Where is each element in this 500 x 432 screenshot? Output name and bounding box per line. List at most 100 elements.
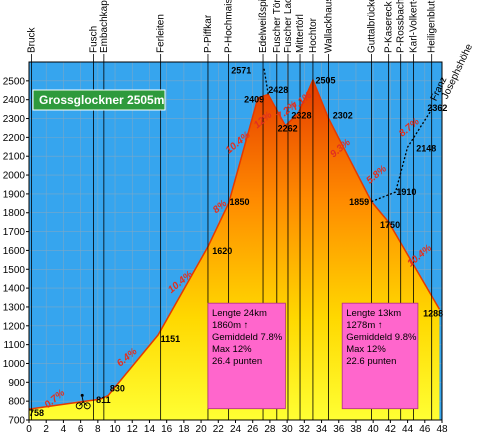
x-tick-label: 28 (264, 424, 276, 432)
cyclist-wheel (75, 402, 83, 410)
x-tick-label: 36 (333, 424, 345, 432)
y-tick-label: 1200 (3, 321, 26, 332)
y-tick-label: 1900 (3, 189, 26, 200)
x-tick-label: 24 (230, 424, 242, 432)
franz-josephshohe-label: Josephshöhe (440, 42, 475, 101)
y-tick-label: 2400 (3, 95, 26, 106)
x-tick-label: 22 (213, 424, 225, 432)
cyclist-icon (75, 393, 91, 410)
place-label: Edelweißspitze (258, 0, 269, 53)
x-tick-label: 6 (78, 424, 84, 432)
place-label: Fuscher Lacke (283, 0, 294, 53)
info-box-line: Max 12% (212, 344, 252, 355)
place-label: Guttalbrücke (366, 0, 377, 53)
axes: 700 800 900 1000 1100 1200 1300 1400 1500 1600 170… (3, 76, 448, 432)
place-label: Bruck (27, 26, 38, 53)
elevation-label: 1750 (380, 220, 400, 230)
x-tick-label: 34 (316, 424, 328, 432)
x-tick-label: 4 (61, 424, 67, 432)
x-tick-label: 30 (282, 424, 294, 432)
elevation-label: 2148 (416, 144, 436, 154)
elevation-label: 2362 (427, 103, 447, 113)
x-tick-label: 16 (161, 424, 173, 432)
title-box (32, 89, 166, 111)
y-tick-label: 2000 (3, 171, 26, 182)
profile-line (28, 77, 441, 410)
place-label: P-Hochmais (224, 0, 235, 53)
y-tick-label: 2500 (3, 76, 26, 87)
y-tick-label: 1800 (3, 208, 26, 219)
place-label: P-Kasereck (384, 0, 395, 53)
y-tick-label: 1500 (3, 265, 26, 276)
y-tick-label: 2300 (3, 114, 26, 125)
x-tick-label: 2 (43, 424, 49, 432)
place-label: Fuscher Törl (272, 0, 283, 53)
place-label: P-Piffkar (203, 14, 214, 53)
elevation-label: 1151 (161, 334, 181, 344)
x-tick-label: 18 (178, 424, 190, 432)
place-label: Fusch (89, 26, 100, 53)
info-box-line: 22.6 punten (346, 356, 396, 367)
chart-title-group: Grossglockner 2505m (32, 89, 166, 111)
elevation-label: 2328 (291, 111, 311, 121)
x-tick-label: 14 (144, 424, 156, 432)
y-tick-label: 1100 (3, 340, 25, 351)
y-tick-label: 2100 (3, 152, 26, 163)
x-tick-label: 0 (26, 424, 32, 432)
elevation-label: 2262 (278, 124, 298, 134)
x-tick-label: 10 (109, 424, 121, 432)
elevation-label: 2409 (244, 95, 264, 105)
elevation-label: 1850 (229, 197, 249, 207)
place-label: Wallackhaus (323, 0, 334, 53)
elevation-label: 811 (96, 395, 111, 405)
elevation-label: 758 (29, 408, 44, 418)
x-tick-label: 42 (385, 424, 397, 432)
x-tick-label: 48 (436, 424, 448, 432)
info-box-line: 26.4 punten (212, 356, 262, 367)
y-tick-label: 1300 (3, 302, 26, 313)
info-box-line: Gemiddeld 9.8% (346, 332, 417, 343)
x-tick-label: 20 (196, 424, 208, 432)
elevation-label: 2571 (231, 65, 251, 75)
place-label: Mittertörl (295, 14, 306, 53)
branch-line (263, 67, 269, 95)
y-tick-label: 800 (8, 397, 25, 408)
elevation-label: 1910 (396, 187, 416, 197)
elevation-label: 830 (110, 384, 125, 394)
x-tick-label: 44 (402, 424, 414, 432)
info-box-line: Lengte 24km (212, 308, 267, 319)
branch-line (371, 106, 434, 203)
x-tick-label: 40 (368, 424, 380, 432)
x-tick-label: 26 (247, 424, 259, 432)
elevation-label: 2428 (268, 85, 288, 95)
place-label: Hochtor (308, 17, 319, 53)
y-tick-label: 1400 (3, 284, 26, 295)
elevation-label: 2505 (316, 76, 336, 86)
x-tick-label: 38 (350, 424, 362, 432)
x-tick-label: 8 (95, 424, 101, 432)
info-box (207, 302, 286, 410)
elevation-label: 1620 (212, 246, 232, 256)
cyclist-wheel (83, 402, 91, 410)
y-tick-label: 1700 (3, 227, 26, 238)
branch-lines (263, 67, 434, 203)
x-tick-label: 32 (299, 424, 311, 432)
profile-area (29, 79, 440, 421)
x-tick-label: 46 (419, 424, 431, 432)
x-tick-label: 12 (127, 424, 139, 432)
place-label: Heiligenblut (427, 1, 438, 53)
elevation-label: 2302 (333, 111, 353, 121)
place-label: P-Rossbach (396, 0, 407, 53)
cyclist-body (81, 396, 84, 402)
y-tick-label: 900 (8, 378, 25, 389)
info-box-line: 1278m ↑ (346, 320, 382, 331)
info-box (341, 302, 419, 410)
info-box-line: Lengte 13km (346, 308, 401, 319)
place-label: Karl-Volkert-Haus (409, 0, 420, 53)
y-tick-label: 2200 (3, 133, 26, 144)
y-tick-label: 1000 (3, 359, 26, 370)
place-label: Ferleiten (156, 14, 167, 53)
